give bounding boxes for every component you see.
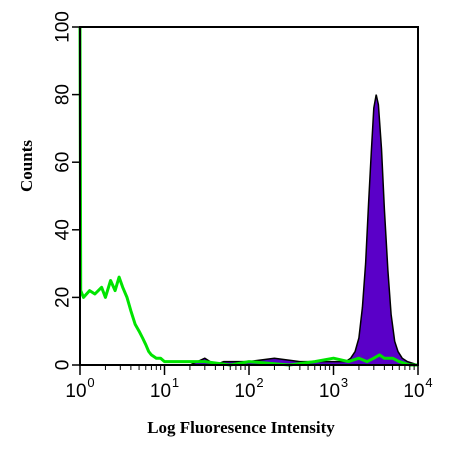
series-0-area — [80, 94, 419, 366]
y-tick-label: 60 — [53, 152, 74, 173]
y-tick-label: 40 — [53, 219, 74, 240]
x-axis-title: Log Fluoresence Intensity — [147, 418, 335, 437]
x-tick-exponent: 4 — [425, 375, 432, 390]
y-tick-label: 100 — [53, 11, 74, 43]
x-tick-exponent: 0 — [87, 375, 94, 390]
x-tick-exponent: 2 — [256, 375, 263, 390]
x-tick-label: 10 — [319, 381, 340, 402]
x-axis: 10 0 10 1 10 2 10 3 10 4 — [65, 365, 433, 402]
y-tick-label: 80 — [53, 84, 74, 105]
x-tick-label: 10 — [234, 381, 255, 402]
series-1-line — [78, 26, 418, 367]
x-tick-exponent: 1 — [172, 375, 179, 390]
x-tick-label: 10 — [403, 381, 424, 402]
x-tick-label: 10 — [150, 381, 171, 402]
x-tick-label: 10 — [65, 381, 86, 402]
series-layer — [78, 26, 419, 367]
y-axis: 0 20 40 60 80 100 — [53, 11, 80, 370]
y-tick-label: 0 — [53, 360, 74, 371]
y-tick-label: 20 — [53, 287, 74, 308]
x-tick-exponent: 3 — [341, 375, 348, 390]
y-axis-title: Counts — [17, 140, 36, 192]
